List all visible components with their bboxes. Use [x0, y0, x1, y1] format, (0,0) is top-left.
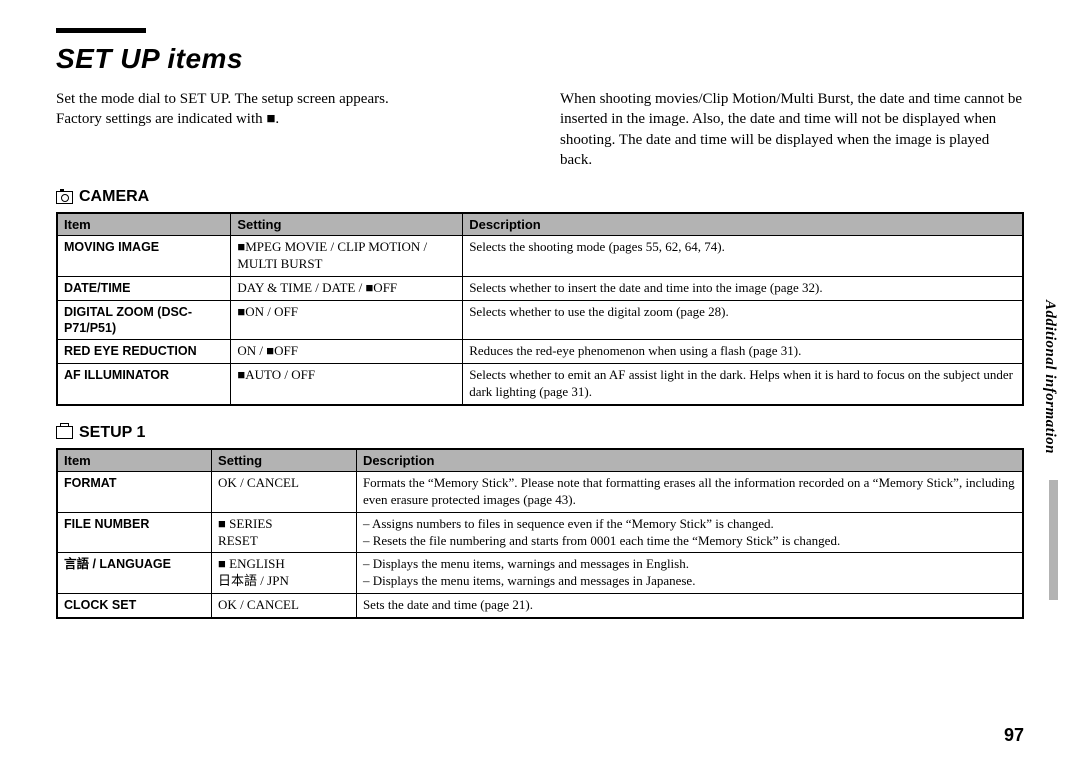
- column-header: Item: [57, 213, 231, 236]
- sidebar-label: Additional information: [1041, 300, 1058, 454]
- setup1-heading-text: SETUP 1: [79, 424, 145, 442]
- setup-icon: [56, 426, 73, 439]
- column-header: Item: [57, 449, 212, 472]
- item-cell: RED EYE REDUCTION: [57, 340, 231, 364]
- item-cell: DATE/TIME: [57, 276, 231, 300]
- column-header: Setting: [231, 213, 463, 236]
- title-accent: [56, 28, 146, 33]
- table-row: 言語 / LANGUAGE■ ENGLISH 日本語 / JPN– Displa…: [57, 553, 1023, 594]
- column-header: Description: [463, 213, 1023, 236]
- sidebar-tab: [1049, 480, 1058, 600]
- page-number: 97: [1004, 725, 1024, 746]
- description-cell: Selects the shooting mode (pages 55, 62,…: [463, 236, 1023, 277]
- setting-cell: DAY & TIME / DATE / ■OFF: [231, 276, 463, 300]
- intro-left-p1: Set the mode dial to SET UP. The setup s…: [56, 89, 520, 109]
- item-cell: AF ILLUMINATOR: [57, 364, 231, 405]
- intro-left: Set the mode dial to SET UP. The setup s…: [56, 89, 520, 170]
- setting-cell: ■MPEG MOVIE / CLIP MOTION / MULTI BURST: [231, 236, 463, 277]
- section-heading-setup1: SETUP 1: [56, 424, 1024, 442]
- item-cell: DIGITAL ZOOM (DSC-P71/P51): [57, 300, 231, 340]
- setting-cell: ■ SERIES RESET: [212, 512, 357, 553]
- table-row: FILE NUMBER■ SERIES RESET– Assigns numbe…: [57, 512, 1023, 553]
- setting-cell: ■ ENGLISH 日本語 / JPN: [212, 553, 357, 594]
- description-cell: Reduces the red-eye phenomenon when usin…: [463, 340, 1023, 364]
- item-cell: FILE NUMBER: [57, 512, 212, 553]
- setting-cell: ■ON / OFF: [231, 300, 463, 340]
- table-row: FORMATOK / CANCELFormats the “Memory Sti…: [57, 471, 1023, 512]
- camera-icon: [56, 191, 73, 204]
- setting-cell: ON / ■OFF: [231, 340, 463, 364]
- section-heading-camera: CAMERA: [56, 188, 1024, 206]
- item-cell: 言語 / LANGUAGE: [57, 553, 212, 594]
- setting-cell: ■AUTO / OFF: [231, 364, 463, 405]
- intro-left-p2: Factory settings are indicated with ■.: [56, 109, 520, 129]
- setting-cell: OK / CANCEL: [212, 594, 357, 618]
- description-cell: – Assigns numbers to files in sequence e…: [356, 512, 1023, 553]
- setup1-table: ItemSettingDescriptionFORMATOK / CANCELF…: [56, 448, 1024, 619]
- description-cell: Selects whether to use the digital zoom …: [463, 300, 1023, 340]
- intro-right: When shooting movies/Clip Motion/Multi B…: [560, 89, 1024, 170]
- description-cell: Selects whether to insert the date and t…: [463, 276, 1023, 300]
- table-row: MOVING IMAGE■MPEG MOVIE / CLIP MOTION / …: [57, 236, 1023, 277]
- description-cell: Selects whether to emit an AF assist lig…: [463, 364, 1023, 405]
- camera-heading-text: CAMERA: [79, 188, 149, 206]
- table-row: RED EYE REDUCTIONON / ■OFFReduces the re…: [57, 340, 1023, 364]
- description-cell: Sets the date and time (page 21).: [356, 594, 1023, 618]
- page-root: SET UP items Set the mode dial to SET UP…: [0, 0, 1080, 639]
- table-row: CLOCK SETOK / CANCELSets the date and ti…: [57, 594, 1023, 618]
- column-header: Setting: [212, 449, 357, 472]
- description-cell: – Displays the menu items, warnings and …: [356, 553, 1023, 594]
- column-header: Description: [356, 449, 1023, 472]
- setting-cell: OK / CANCEL: [212, 471, 357, 512]
- title-bar: [56, 28, 1024, 33]
- item-cell: MOVING IMAGE: [57, 236, 231, 277]
- page-title: SET UP items: [56, 43, 1024, 75]
- item-cell: FORMAT: [57, 471, 212, 512]
- table-row: AF ILLUMINATOR■AUTO / OFFSelects whether…: [57, 364, 1023, 405]
- intro-columns: Set the mode dial to SET UP. The setup s…: [56, 89, 1024, 170]
- camera-table: ItemSettingDescriptionMOVING IMAGE■MPEG …: [56, 212, 1024, 406]
- table-row: DIGITAL ZOOM (DSC-P71/P51)■ON / OFFSelec…: [57, 300, 1023, 340]
- item-cell: CLOCK SET: [57, 594, 212, 618]
- table-row: DATE/TIMEDAY & TIME / DATE / ■OFFSelects…: [57, 276, 1023, 300]
- description-cell: Formats the “Memory Stick”. Please note …: [356, 471, 1023, 512]
